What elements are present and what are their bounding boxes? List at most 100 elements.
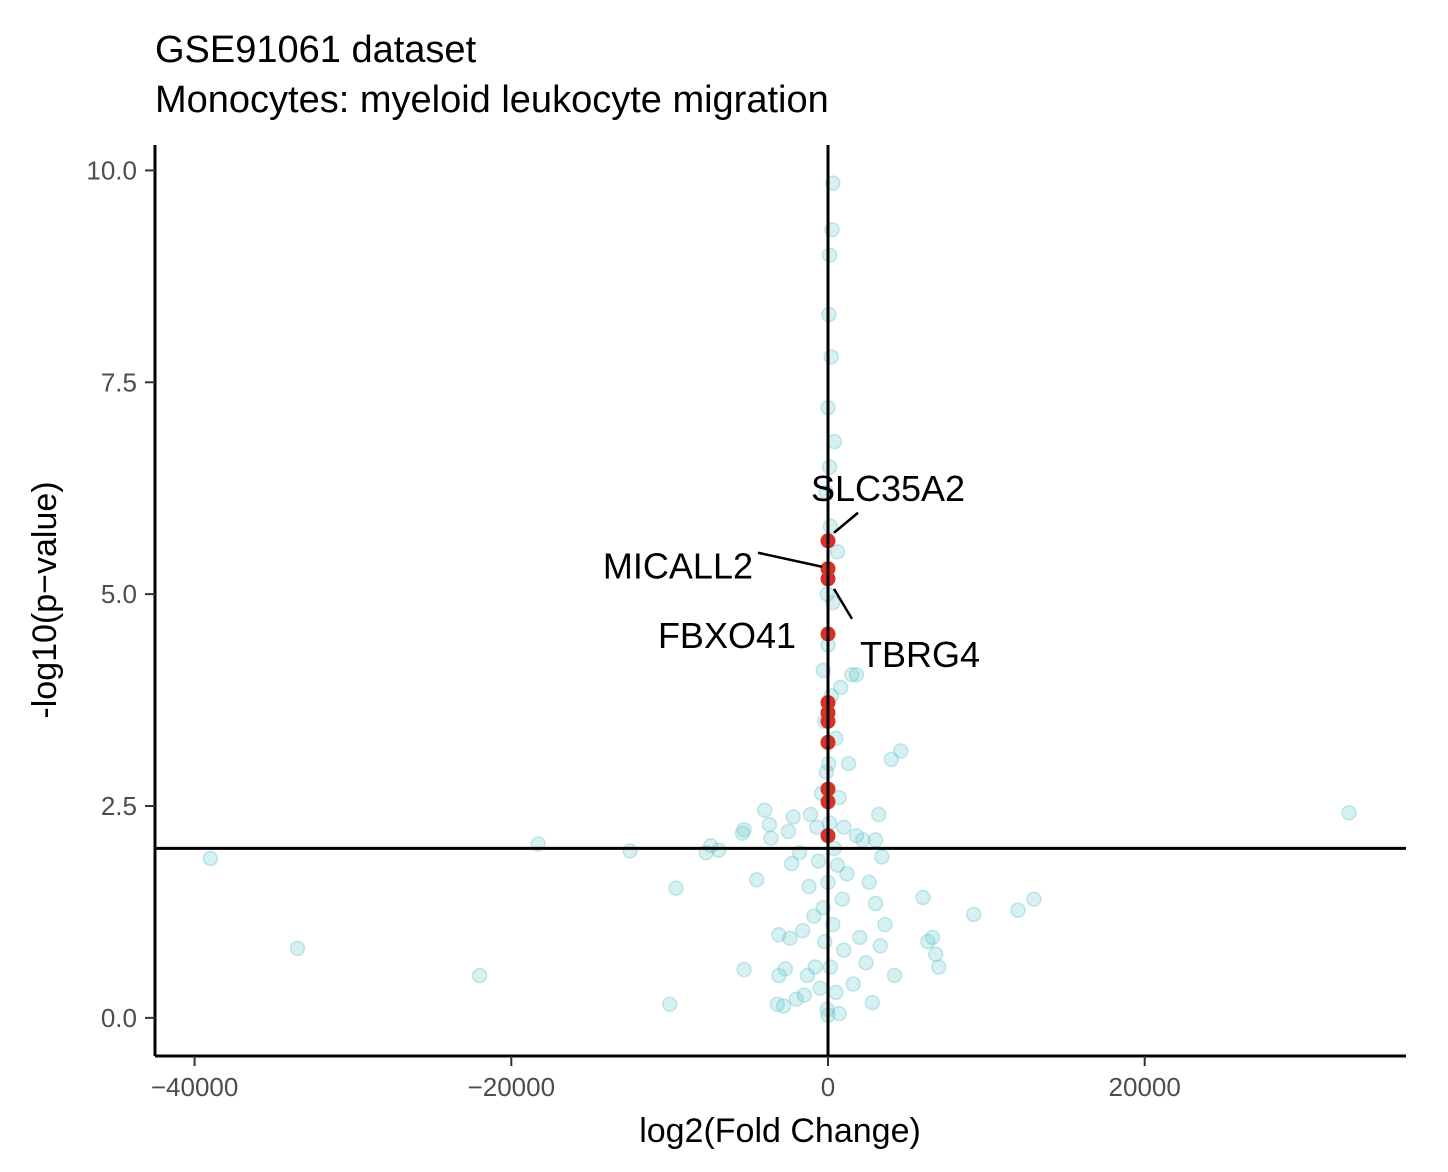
background-points	[202, 175, 1357, 1024]
data-point	[831, 1005, 847, 1022]
label-connector	[757, 551, 823, 568]
data-point	[844, 666, 860, 683]
y-axis-title: -log10(p−value)	[26, 481, 64, 718]
data-point	[883, 751, 900, 768]
data-point	[734, 825, 751, 841]
data-point	[801, 878, 817, 895]
data-point	[761, 816, 778, 833]
data-point	[710, 842, 727, 858]
x-tick-label: 20000	[1109, 1072, 1181, 1102]
data-point	[796, 987, 813, 1003]
data-point	[806, 908, 822, 924]
data-point	[775, 998, 792, 1014]
data-point	[931, 959, 947, 975]
data-point	[769, 996, 786, 1013]
chart-title: GSE91061 dataset	[155, 29, 477, 71]
data-point	[851, 929, 868, 946]
data-point	[858, 955, 874, 971]
data-point	[832, 679, 849, 696]
data-point	[289, 940, 306, 957]
data-point	[839, 866, 855, 882]
data-point	[771, 967, 787, 984]
gene-label: SLC35A2	[811, 468, 965, 509]
data-point	[861, 874, 877, 891]
y-tick-label: 2.5	[101, 791, 137, 821]
data-point	[782, 930, 798, 946]
y-axis-ticks: 0.0 2.5 5.0 7.5 10.0	[86, 155, 155, 1033]
label-connector	[832, 588, 854, 620]
data-point	[788, 991, 805, 1007]
data-point	[836, 819, 852, 835]
x-axis-ticks: −40000 −20000 0 20000	[151, 1056, 1181, 1102]
y-tick-label: 0.0	[101, 1003, 137, 1033]
data-point	[794, 922, 811, 939]
data-point	[821, 247, 838, 263]
data-point	[812, 980, 828, 996]
data-point	[785, 809, 801, 825]
data-point	[783, 855, 800, 872]
data-point	[668, 880, 684, 896]
gene-labels: SLC35A2 MICALL2 TBRG4 FBXO41	[603, 468, 980, 675]
data-point	[924, 929, 941, 946]
data-point	[867, 895, 884, 912]
y-tick-label: 5.0	[101, 579, 137, 609]
data-point	[810, 853, 827, 869]
data-point	[848, 827, 865, 844]
x-tick-label: −20000	[468, 1072, 555, 1102]
data-point	[799, 967, 816, 984]
data-point	[927, 946, 944, 963]
data-point	[818, 764, 835, 780]
data-point	[834, 891, 851, 907]
data-point	[855, 832, 871, 848]
data-point	[1341, 805, 1357, 821]
data-point	[736, 821, 752, 838]
data-point	[818, 484, 835, 501]
data-point	[748, 871, 765, 888]
data-point	[915, 889, 931, 906]
data-point	[471, 967, 488, 984]
data-point	[736, 961, 752, 978]
data-point	[202, 850, 219, 867]
data-point	[821, 459, 838, 475]
x-tick-label: −40000	[151, 1072, 238, 1102]
data-point	[828, 984, 844, 1001]
data-point	[821, 815, 838, 831]
data-point	[1010, 902, 1026, 918]
y-tick-label: 10.0	[86, 155, 137, 185]
data-point	[877, 916, 893, 933]
data-point	[756, 802, 773, 818]
data-point	[822, 959, 839, 975]
data-point	[829, 544, 846, 560]
data-point	[845, 976, 862, 992]
y-tick-label: 7.5	[101, 367, 137, 397]
data-point	[780, 823, 797, 840]
data-point	[809, 819, 825, 835]
data-point	[872, 938, 889, 954]
data-point	[886, 967, 903, 984]
data-point	[1026, 891, 1042, 907]
data-point	[802, 806, 819, 823]
data-point	[817, 933, 833, 950]
data-point	[840, 755, 857, 772]
data-point	[893, 743, 909, 759]
data-point	[870, 806, 887, 823]
data-point	[771, 927, 787, 943]
data-point	[661, 996, 678, 1013]
data-point	[622, 843, 638, 859]
label-connector	[833, 511, 859, 534]
gene-label: TBRG4	[860, 634, 980, 675]
data-point	[829, 857, 846, 874]
gene-label: MICALL2	[603, 546, 753, 587]
data-point	[848, 666, 865, 683]
data-point	[807, 959, 824, 975]
data-point	[874, 849, 890, 865]
gene-label: FBXO41	[658, 615, 796, 656]
data-point	[864, 994, 881, 1011]
data-point	[836, 942, 852, 958]
x-axis-title: log2(Fold Change)	[639, 1112, 921, 1150]
data-point	[777, 960, 794, 977]
chart-subtitle: Monocytes: myeloid leukocyte migration	[155, 79, 829, 121]
data-point	[965, 906, 982, 923]
data-point	[920, 933, 936, 950]
